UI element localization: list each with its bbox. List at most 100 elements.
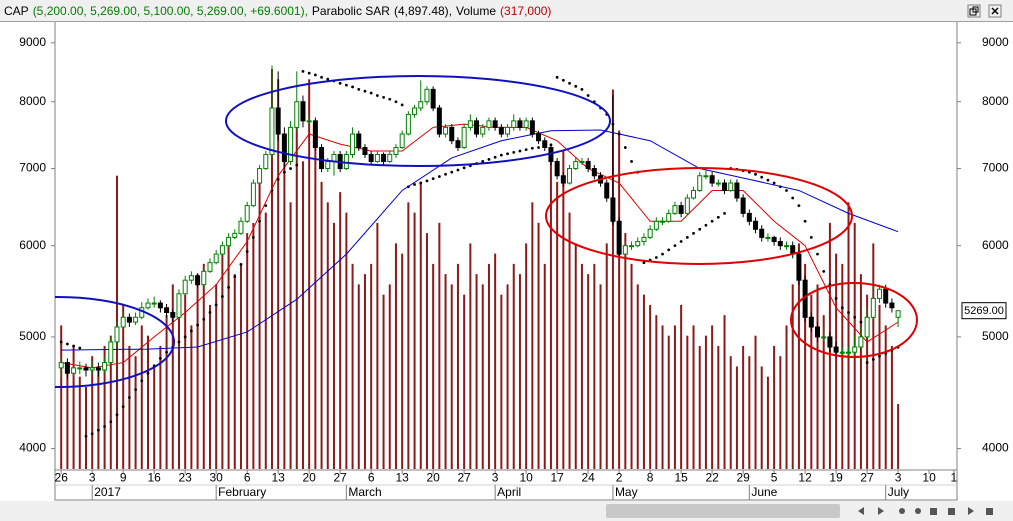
sar-dot [165,350,168,354]
candle-body [505,126,511,135]
volume-bar [611,89,614,469]
close-button[interactable] [988,4,1002,18]
candle-body [120,316,126,328]
volume-bar [72,345,75,469]
volume-bar [165,315,168,469]
scroll-right-button[interactable] [878,507,884,515]
zoom-out-button[interactable] [915,508,921,514]
candle-body [517,120,523,128]
settings-button[interactable] [986,508,993,515]
volume-bar [481,284,484,469]
volume-bar [562,151,565,469]
x-tick-label: 16 [148,471,162,485]
y-tick-label: 9000 [19,35,46,49]
volume-bar [60,325,63,469]
candle-body [635,241,641,247]
candle-body [616,220,622,255]
candle-body [672,205,678,214]
sar-dot [766,178,770,182]
candle-body [870,297,876,318]
play-button[interactable] [968,507,974,515]
plot-area [58,65,901,470]
candle-body [350,133,356,155]
x-tick-label: 19 [829,471,843,485]
volume-bar [717,345,720,469]
x-tick-label: 20 [302,471,316,485]
volume-bar [841,263,844,469]
sar-dot [351,85,354,89]
scroll-left-button[interactable] [858,507,864,515]
volume-bar [605,243,608,469]
x-tick-label: 27 [333,471,347,485]
candle-body [858,336,864,348]
sar-dot [871,358,875,361]
candle-body [523,120,529,128]
candle-body [560,175,566,184]
volume-bar [407,202,410,470]
candle-body [244,205,250,222]
sar-dot [127,396,131,399]
volume-bar [667,335,670,469]
candle-body [647,228,653,238]
volume-bar [196,274,199,469]
volume-bar [531,202,534,470]
candle-body [312,120,318,149]
volume-bar [283,161,286,470]
candle-body [753,220,759,230]
candle-body [71,367,77,374]
moving-average-line [61,129,899,351]
candle-body [703,175,709,178]
volume-bar [270,69,273,469]
candle-body [691,189,697,199]
y-tick-label-right: 4000 [982,441,1009,455]
volume-bar [878,304,881,469]
volume-bar [580,263,583,469]
candle-body [145,302,151,309]
volume-bar [320,181,323,469]
sar-dot [816,252,819,256]
sar-dot [326,77,330,81]
sar-dot [561,78,565,82]
sar-dot [661,252,664,256]
window-buttons [967,4,1002,18]
sar-dot [822,269,826,273]
sar-dot [574,84,578,88]
sar-dot [388,97,392,101]
candle-body [827,336,833,348]
candle-body [815,326,821,338]
range-button[interactable] [948,508,955,515]
candle-body [108,341,114,364]
fit-button[interactable] [930,508,937,515]
restore-button[interactable] [967,4,981,18]
candle-body [275,107,281,135]
candle-body [368,153,374,162]
candle-body [207,262,213,272]
volume-bar [773,345,776,469]
volume-bar [339,192,342,469]
candle-body [641,236,647,243]
sar-dot [214,303,218,307]
sar-dot [654,256,658,259]
x-tick-label: 29 [736,471,750,485]
sar-dot [313,73,317,77]
volume-bar [661,325,664,469]
last-price-box [961,302,1007,320]
scrollbar-thumb[interactable] [606,504,840,518]
volume-bar [655,315,658,469]
volume-bar [692,325,695,469]
candle-body [331,153,337,162]
volume-bar [97,366,100,469]
zoom-in-button[interactable] [899,508,905,514]
sar-dot [754,172,757,176]
candle-body [269,107,275,155]
candle-body [89,367,95,371]
sar-dot [487,157,491,161]
candle-body [759,228,765,238]
volume-bar [376,222,379,469]
candle-body [170,311,176,318]
sar-dot [425,179,429,183]
month-label: April [497,485,521,499]
candle-body [393,147,399,155]
sar-dot [840,306,844,310]
